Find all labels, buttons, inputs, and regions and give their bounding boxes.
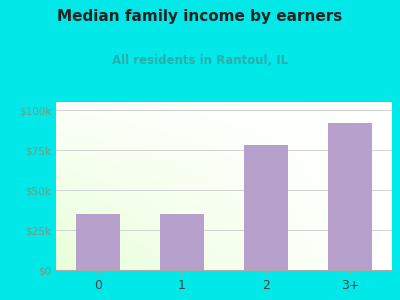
Text: All residents in Rantoul, IL: All residents in Rantoul, IL [112, 54, 288, 67]
Bar [76, 214, 120, 270]
Bar [244, 145, 288, 270]
Bar [328, 123, 372, 270]
Text: Median family income by earners: Median family income by earners [57, 9, 343, 24]
Bar [160, 214, 204, 270]
